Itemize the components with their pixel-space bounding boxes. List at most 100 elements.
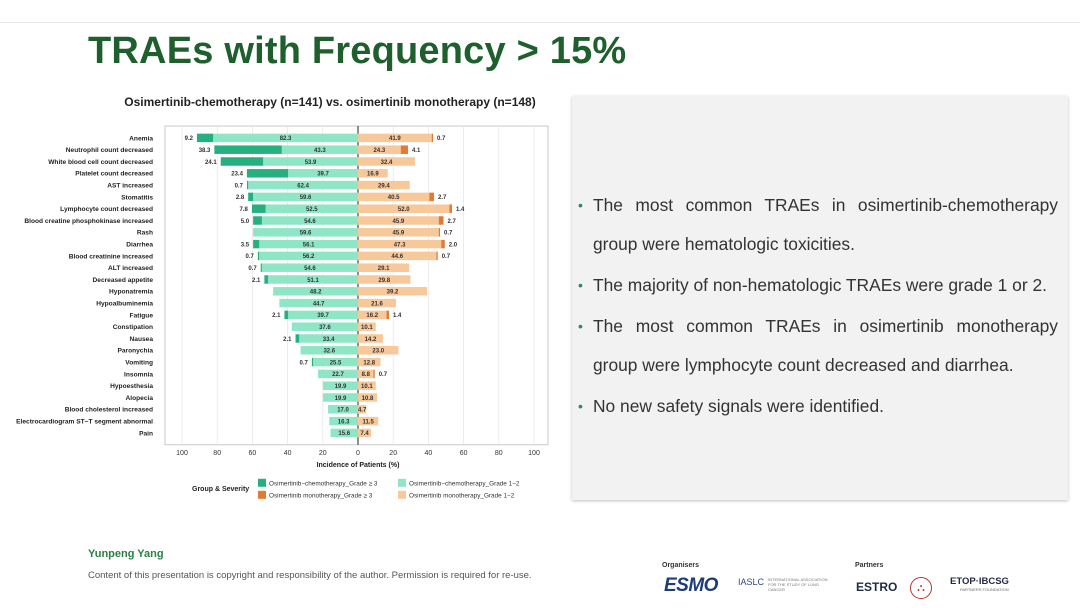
x-tick-label: 60 [460, 450, 468, 457]
bar-mono-grade12 [358, 145, 401, 154]
bar-combo-grade12 [263, 157, 358, 166]
data-label-mono-grade12: 45.9 [393, 219, 405, 225]
x-tick-label: 100 [176, 450, 188, 457]
legend-title: Group & Severity [192, 486, 249, 493]
bar-combo-grade12 [288, 169, 358, 178]
legend-label: Osimertinib−chemotherapy_Grade ≥ 3 [269, 480, 378, 487]
data-label-combo-grade12: 59.6 [300, 231, 312, 237]
bar-combo-grade12 [318, 369, 358, 379]
bar-combo-grade3 [248, 192, 254, 202]
bar-combo-grade12 [259, 251, 358, 261]
category-label: Blood creatine phosphokinase increased [24, 218, 153, 225]
bar-mono-grade12 [358, 180, 410, 190]
data-label-mono-grade12: 23.0 [372, 349, 384, 355]
legend-swatch [398, 478, 406, 487]
category-label: Vomiting [125, 360, 153, 367]
bar-combo-grade12 [268, 275, 358, 284]
bar-mono-grade3 [438, 228, 441, 237]
category-label: Insomnia [124, 371, 153, 378]
data-label-combo-grade12: 22.7 [332, 372, 344, 378]
category-label: AST increased [107, 183, 153, 190]
bar-combo-grade12 [300, 346, 358, 355]
data-label-combo-grade3: 38.3 [199, 148, 211, 154]
data-label-mono-grade12: 16.2 [366, 313, 378, 319]
estro-logo: ESTRO [856, 580, 898, 594]
data-label-combo-grade12: 59.6 [300, 195, 312, 201]
bullet-text: The majority of non-hematologic TRAEs we… [593, 275, 1047, 295]
bar-combo-grade3 [257, 251, 260, 261]
data-label-mono-grade12: 21.6 [371, 301, 383, 307]
data-label-mono-grade3: 2.7 [448, 219, 457, 225]
category-label: Blood creatinine increased [69, 253, 153, 260]
plot-area [164, 125, 549, 446]
legend-swatch [258, 478, 266, 487]
category-label: Hyponatremia [109, 289, 153, 296]
data-label-mono-grade12: 44.6 [391, 254, 403, 260]
data-label-combo-grade12: 51.1 [307, 278, 319, 284]
etop-logo-text: ETOP·IBCSG [950, 576, 1009, 587]
data-label-combo-grade12: 17.0 [337, 408, 349, 414]
data-label-mono-grade12: 40.5 [388, 195, 400, 201]
data-label-combo-grade12: 62.4 [297, 183, 309, 189]
x-tick-label: 60 [249, 450, 257, 457]
data-label-combo-grade12: 54.6 [304, 266, 316, 272]
category-label: Stomatitis [121, 194, 153, 201]
bar-mono-grade12 [358, 357, 381, 367]
category-label: Hypoalbuminemia [96, 301, 153, 308]
bullet-text: No new safety signals were identified. [593, 396, 884, 416]
bar-mono-grade3 [429, 192, 435, 202]
bar-combo-grade12 [288, 310, 358, 320]
category-label: Nausea [130, 336, 154, 343]
top-divider [0, 0, 1080, 23]
data-label-mono-grade12: 12.8 [363, 360, 375, 366]
bar-combo-grade3 [284, 310, 289, 320]
data-label-mono-grade12: 10.8 [362, 396, 374, 402]
bar-combo-grade12 [259, 239, 358, 249]
data-label-combo-grade12: 53.9 [305, 160, 317, 166]
bar-combo-grade12 [253, 228, 358, 237]
data-label-mono-grade12: 45.9 [393, 231, 405, 237]
bar-mono-grade3 [373, 369, 375, 379]
x-tick-label: 100 [528, 450, 540, 457]
bar-mono-grade3 [431, 133, 433, 143]
category-label: Fatigue [130, 312, 154, 319]
data-label-combo-grade12: 54.6 [304, 219, 316, 225]
bullet-item: • The most common TRAEs in osimertinib-ch… [572, 186, 1068, 264]
bar-mono-grade12 [358, 133, 432, 143]
bar-combo-grade12 [330, 428, 358, 438]
data-label-combo-grade3: 7.8 [240, 207, 249, 213]
etop-ibcsg-logo: ETOP·IBCSG PARTNERS FOUNDATION [950, 576, 1009, 592]
data-label-combo-grade3: 9.2 [185, 136, 194, 142]
category-label: Electrocardiogram ST−T segment abnormal [16, 419, 153, 426]
partner-seal-icon: ⛬ [910, 577, 932, 599]
bar-mono-grade12 [358, 334, 383, 343]
category-label: Pain [139, 430, 153, 437]
category-label: Diarrhea [126, 242, 153, 249]
data-label-mono-grade3: 0.7 [444, 231, 453, 237]
data-label-mono-grade3: 4.1 [412, 148, 421, 154]
data-label-mono-grade12: 52.0 [398, 207, 410, 213]
slide-title: TRAEs with Frequency > 15% [88, 30, 627, 72]
bar-combo-grade12 [281, 145, 358, 154]
data-label-mono-grade12: 24.3 [374, 148, 386, 154]
data-label-combo-grade12: 48.2 [310, 290, 322, 296]
x-tick-label: 20 [389, 450, 397, 457]
iaslc-logo: IASLC INTERNATIONAL ASSOCIATION FOR THE … [738, 577, 828, 592]
bar-mono-grade12 [358, 428, 372, 438]
bar-mono-grade3 [449, 204, 452, 213]
bar-mono-grade12 [358, 381, 376, 390]
data-label-mono-grade12: 41.9 [389, 136, 401, 142]
category-label: Decreased appetite [93, 277, 154, 284]
bar-combo-grade3 [220, 157, 264, 166]
bullet-dot-icon: • [578, 277, 583, 293]
data-label-combo-grade3: 3.5 [241, 242, 250, 248]
data-label-combo-grade12: 39.7 [317, 172, 329, 178]
bar-mono-grade12 [358, 192, 430, 202]
data-label-mono-grade3: 2.0 [449, 242, 458, 248]
data-label-mono-grade3: 2.7 [438, 195, 447, 201]
bar-mono-grade12 [358, 416, 379, 426]
category-label: Paronychia [117, 348, 153, 355]
data-label-combo-grade3: 2.8 [236, 195, 245, 201]
data-label-mono-grade12: 32.4 [381, 160, 393, 166]
category-label: Platelet count decreased [75, 171, 153, 178]
